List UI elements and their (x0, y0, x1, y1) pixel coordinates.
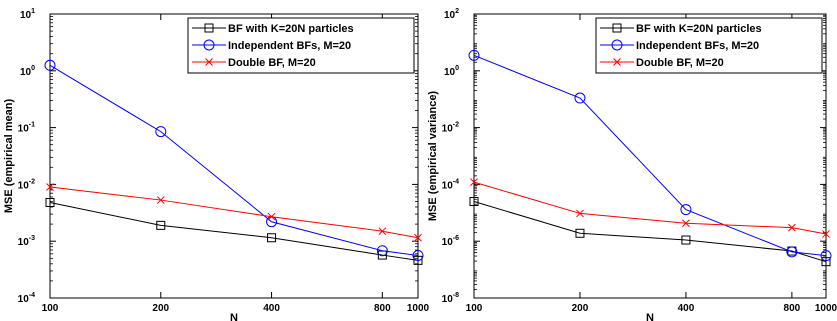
y-tick-base: 10 (20, 67, 32, 78)
data-point-circle (376, 245, 388, 257)
x-tick-label: 1000 (407, 303, 430, 314)
y-tick-base: 10 (18, 294, 30, 305)
data-point-x (156, 196, 165, 204)
x-tick-label: 100 (466, 303, 483, 314)
y-tick-base: 10 (442, 294, 454, 305)
y-tick-exponent: 1 (31, 8, 35, 15)
y-tick-exponent: -3 (29, 235, 35, 242)
y-tick-label: 10-1 (18, 122, 35, 135)
y-tick-label: 10-3 (18, 235, 35, 248)
data-point-x (414, 233, 422, 242)
x-tick-label: 1000 (815, 303, 837, 314)
y-tick-base: 10 (442, 237, 454, 248)
y-tick-exponent: -2 (29, 178, 35, 185)
x-axis-label: N (230, 312, 238, 321)
legend-marker-square (204, 23, 214, 33)
x-tick-label: 400 (263, 303, 280, 314)
series-line-1 (49, 202, 419, 261)
data-point-circle (820, 250, 832, 262)
y-tick-base: 10 (18, 237, 30, 248)
y-tick-label: 100 (444, 65, 459, 78)
data-point-x (470, 178, 478, 187)
y-tick-exponent: 2 (455, 8, 459, 15)
y-tick-exponent: 0 (31, 65, 35, 72)
data-point-x (788, 223, 796, 232)
data-point-square (413, 255, 423, 265)
legend-label-2: Independent BFs, M=20 (228, 40, 351, 52)
x-tick-label: 200 (572, 303, 589, 314)
data-point-x (822, 230, 830, 238)
y-axis-label: MSE (empirical variance) (427, 91, 439, 222)
legend-marker-square (612, 23, 622, 33)
series-line-2 (49, 64, 419, 256)
data-point-x (267, 212, 276, 221)
y-tick-label: 10-4 (442, 178, 459, 191)
y-tick-exponent: -4 (29, 292, 35, 299)
y-tick-base: 10 (18, 124, 30, 135)
series-line-1 (473, 201, 827, 263)
data-point-circle (44, 59, 56, 71)
legend-label-3: Double BF, M=20 (228, 57, 316, 69)
y-tick-label: 100 (20, 65, 35, 78)
y-tick-base: 10 (442, 180, 454, 191)
data-point-circle (468, 49, 480, 61)
legend-label-3: Double BF, M=20 (636, 57, 724, 69)
data-point-circle (574, 92, 586, 104)
legend-label-1: BF with K=20N particles (636, 23, 762, 35)
y-tick-label: 10-8 (442, 292, 459, 305)
x-tick-label: 100 (42, 303, 59, 314)
x-tick-label: 800 (784, 303, 801, 314)
data-point-x (378, 227, 387, 236)
y-tick-base: 10 (20, 10, 32, 21)
data-point-x (46, 183, 54, 191)
y-tick-base: 10 (442, 124, 454, 135)
legend-marker-circle (611, 39, 623, 51)
y-tick-label: 102 (444, 8, 459, 21)
y-tick-label: 101 (20, 8, 35, 21)
x-tick-label: 400 (678, 303, 695, 314)
data-point-x (682, 219, 690, 228)
legend-marker-x (613, 58, 621, 66)
y-tick-base: 10 (444, 67, 456, 78)
y-tick-label: 10-2 (442, 122, 459, 135)
y-tick-label: 10-2 (18, 178, 35, 191)
y-tick-exponent: 0 (455, 65, 459, 72)
legend-label-1: BF with K=20N particles (228, 23, 354, 35)
legend-marker-circle (203, 39, 215, 51)
data-point-square (575, 228, 585, 238)
data-point-circle (680, 204, 692, 216)
data-point-circle (155, 126, 167, 138)
y-tick-base: 10 (444, 10, 456, 21)
data-point-square (681, 235, 691, 245)
legend: BF with K=20N particles Independent BFs, … (187, 17, 415, 74)
y-axis-label: MSE (empirical mean) (3, 99, 15, 214)
series-line-2 (473, 54, 827, 257)
data-point-square (156, 220, 166, 230)
x-axis-label: N (646, 312, 654, 321)
legend-label-2: Independent BFs, M=20 (636, 40, 759, 52)
data-point-x (576, 209, 584, 218)
data-point-square (821, 257, 831, 267)
data-point-circle (786, 246, 798, 258)
legend-marker-x (205, 58, 213, 66)
data-point-circle (412, 250, 424, 262)
legend: BF with K=20N particles Independent BFs, … (595, 17, 823, 74)
data-point-square (45, 198, 55, 208)
x-tick-label: 200 (152, 303, 169, 314)
y-tick-exponent: -4 (453, 178, 459, 185)
x-tick-label: 800 (374, 303, 391, 314)
y-tick-base: 10 (18, 180, 30, 191)
y-tick-exponent: -2 (453, 122, 459, 129)
y-tick-label: 10-6 (442, 235, 459, 248)
y-tick-exponent: -1 (29, 122, 35, 129)
data-point-square (469, 196, 479, 206)
y-tick-exponent: -8 (453, 292, 459, 299)
y-tick-exponent: -6 (453, 235, 459, 242)
data-point-square (267, 233, 277, 243)
y-tick-label: 10-4 (18, 292, 35, 305)
